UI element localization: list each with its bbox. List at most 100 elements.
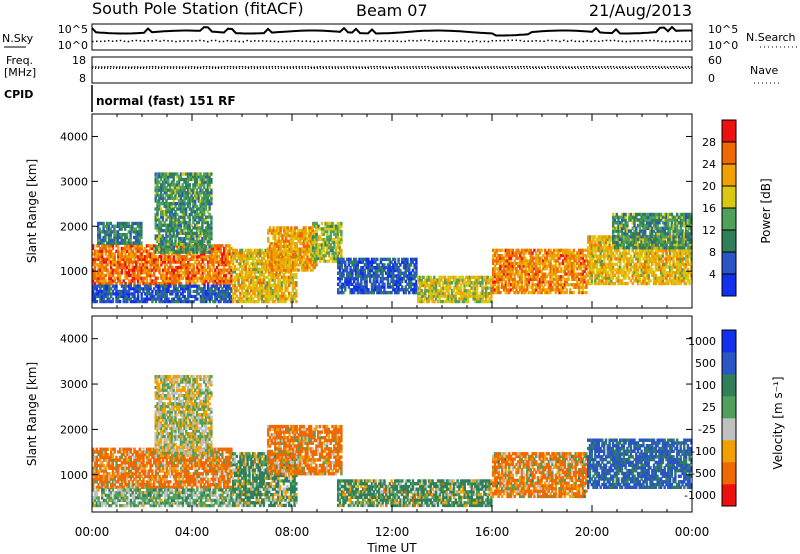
data-cell	[170, 245, 174, 249]
data-cell	[356, 266, 359, 270]
data-cell	[353, 288, 356, 292]
data-cell	[109, 268, 113, 272]
data-cell	[176, 188, 179, 192]
data-cell	[268, 299, 271, 304]
data-cell	[113, 224, 116, 228]
data-cell	[277, 299, 280, 304]
data-cell	[267, 265, 270, 270]
data-cell	[190, 255, 194, 259]
data-cell	[136, 297, 140, 301]
data-cell	[205, 300, 208, 304]
data-cell	[223, 279, 226, 283]
data-cell	[561, 254, 565, 258]
data-cell	[454, 275, 457, 279]
data-cell	[513, 291, 516, 295]
data-cell	[264, 289, 267, 293]
data-cell	[113, 235, 116, 240]
data-cell	[549, 251, 552, 255]
data-cell	[188, 239, 191, 243]
data-cell	[190, 210, 193, 214]
data-cell	[369, 266, 372, 270]
data-cell	[185, 250, 188, 254]
data-cell	[574, 259, 577, 263]
data-cell	[431, 278, 434, 282]
data-cell	[165, 231, 168, 235]
data-cell	[203, 284, 206, 288]
data-cell	[92, 276, 95, 280]
data-cell	[244, 294, 247, 298]
data-cell	[159, 226, 163, 230]
data-cell	[518, 259, 522, 263]
data-cell	[171, 300, 174, 304]
data-cell	[353, 263, 356, 267]
data-cell	[199, 250, 202, 254]
data-cell	[122, 294, 125, 299]
data-cell	[135, 268, 138, 272]
data-cell	[269, 278, 273, 282]
data-cell	[115, 224, 118, 228]
data-cell	[250, 270, 253, 274]
data-cell	[311, 231, 314, 235]
data-cell	[454, 283, 457, 288]
data-cell	[233, 264, 237, 269]
data-cell	[255, 286, 258, 290]
data-cell	[506, 259, 509, 263]
data-cell	[281, 250, 284, 254]
data-cell	[429, 283, 432, 288]
data-cell	[199, 202, 202, 206]
data-cell	[151, 297, 154, 301]
data-cell	[259, 254, 262, 258]
data-cell	[219, 249, 222, 253]
data-cell	[397, 290, 400, 295]
data-cell	[465, 275, 468, 279]
data-cell	[467, 281, 470, 285]
data-cell	[99, 287, 102, 291]
data-cell	[93, 300, 97, 304]
data-cell	[425, 299, 429, 304]
data-cell	[93, 263, 97, 267]
data-cell	[540, 288, 543, 292]
data-cell	[113, 271, 116, 275]
data-cell	[408, 282, 411, 286]
data-cell	[319, 254, 322, 258]
data-cell	[244, 256, 247, 261]
data-cell	[92, 294, 95, 299]
data-cell	[392, 257, 395, 262]
data-cell	[93, 271, 97, 275]
data-cell	[118, 273, 122, 278]
data-cell	[239, 294, 242, 298]
data-cell	[203, 255, 206, 259]
data-cell	[230, 282, 233, 286]
data-cell	[526, 288, 529, 292]
data-cell	[569, 251, 572, 255]
data-cell	[176, 300, 179, 304]
data-cell	[210, 268, 213, 272]
data-cell	[597, 246, 601, 250]
data-cell	[327, 243, 331, 247]
data-cell	[511, 261, 515, 266]
data-cell	[526, 277, 529, 281]
data-cell	[284, 260, 288, 264]
data-cell	[518, 277, 522, 281]
data-cell	[286, 268, 289, 272]
data-cell	[324, 243, 327, 247]
data-cell	[206, 265, 210, 270]
data-cell	[186, 226, 190, 230]
data-cell	[181, 300, 185, 304]
data-cell	[115, 287, 118, 291]
data-cell	[594, 279, 597, 283]
data-cell	[131, 260, 134, 264]
data-cell	[204, 229, 208, 233]
data-cell	[197, 226, 200, 230]
data-cell	[270, 231, 273, 235]
data-cell	[142, 255, 145, 259]
data-cell	[497, 259, 500, 263]
data-cell	[156, 191, 159, 195]
data-cell	[251, 262, 255, 266]
data-cell	[563, 280, 567, 284]
data-cell	[174, 237, 177, 241]
data-cell	[454, 281, 457, 285]
data-cell	[99, 263, 102, 267]
data-cell	[351, 260, 354, 264]
data-cell	[133, 221, 136, 226]
